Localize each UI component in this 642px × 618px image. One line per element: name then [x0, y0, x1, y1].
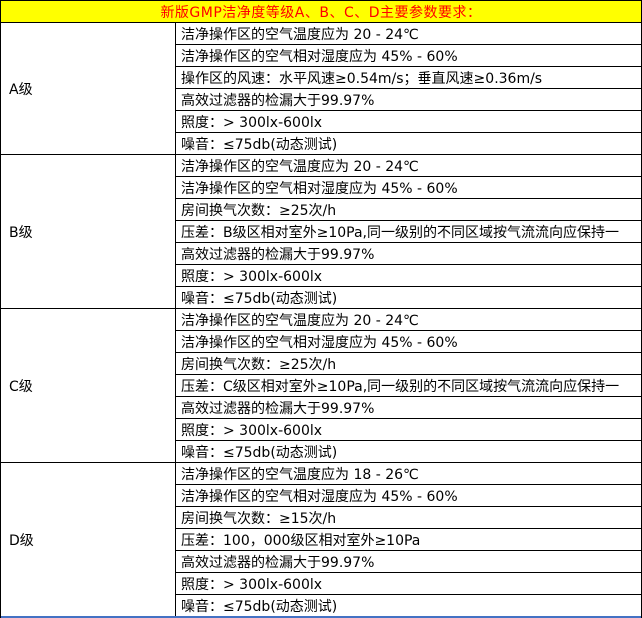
param-row: 高效过滤器的检漏大于99.97%	[176, 89, 641, 111]
param-row: 洁净操作区的空气相对湿度应为 45% - 60%	[176, 45, 641, 67]
grade-label: D级	[1, 463, 176, 617]
grade-section: B级 洁净操作区的空气温度应为 20 - 24℃ 洁净操作区的空气相对湿度应为 4…	[1, 155, 641, 309]
param-row: 高效过滤器的检漏大于99.97%	[176, 243, 641, 265]
grade-label: B级	[1, 155, 176, 309]
param-row: 洁净操作区的空气相对湿度应为 45% - 60%	[176, 485, 641, 507]
parameter-rows: 洁净操作区的空气温度应为 20 - 24℃ 洁净操作区的空气相对湿度应为 45% …	[176, 155, 641, 309]
param-row: 洁净操作区的空气温度应为 18 - 26℃	[176, 463, 641, 485]
param-row: 照度：> 300lx-600lx	[176, 265, 641, 287]
grade-label: A级	[1, 23, 176, 155]
grade-section: C级 洁净操作区的空气温度应为 20 - 24℃ 洁净操作区的空气相对湿度应为 4…	[1, 309, 641, 463]
param-row: 洁净操作区的空气温度应为 20 - 24℃	[176, 309, 641, 331]
param-row: 洁净操作区的空气温度应为 20 - 24℃	[176, 23, 641, 45]
grade-section: A级 洁净操作区的空气温度应为 20 - 24℃ 洁净操作区的空气相对湿度应为 4…	[1, 23, 641, 155]
param-row: 噪音：≤75db(动态测试)	[176, 133, 641, 155]
param-row: 照度：> 300lx-600lx	[176, 111, 641, 133]
table-title: 新版GMP洁净度等级A、B、C、D主要参数要求：	[1, 1, 641, 23]
param-row: 洁净操作区的空气温度应为 20 - 24℃	[176, 155, 641, 177]
param-row: 高效过滤器的检漏大于99.97%	[176, 397, 641, 419]
grade-section: D级 洁净操作区的空气温度应为 18 - 26℃ 洁净操作区的空气相对湿度应为 4…	[1, 463, 641, 617]
param-row: 操作区的风速：水平风速≥0.54m/s；垂直风速≥0.36m/s	[176, 67, 641, 89]
param-row: 高效过滤器的检漏大于99.97%	[176, 551, 641, 573]
param-row: 洁净操作区的空气相对湿度应为 45% - 60%	[176, 177, 641, 199]
param-row: 压差：100，000级区相对室外≥10Pa	[176, 529, 641, 551]
param-row: 房间换气次数：≥25次/h	[176, 353, 641, 375]
param-row: 洁净操作区的空气相对湿度应为 45% - 60%	[176, 331, 641, 353]
parameter-rows: 洁净操作区的空气温度应为 20 - 24℃ 洁净操作区的空气相对湿度应为 45% …	[176, 23, 641, 155]
param-row: 照度：> 300lx-600lx	[176, 573, 641, 595]
table-body: A级 洁净操作区的空气温度应为 20 - 24℃ 洁净操作区的空气相对湿度应为 4…	[1, 23, 641, 617]
param-row: 压差：C级区相对室外≥10Pa,同一级别的不同区域按气流流向应保持一	[176, 375, 641, 397]
param-row: 噪音：≤75db(动态测试)	[176, 287, 641, 309]
parameter-rows: 洁净操作区的空气温度应为 20 - 24℃ 洁净操作区的空气相对湿度应为 45% …	[176, 309, 641, 463]
param-row: 房间换气次数：≥25次/h	[176, 199, 641, 221]
grade-label: C级	[1, 309, 176, 463]
param-row: 房间换气次数：≥15次/h	[176, 507, 641, 529]
param-row: 噪音：≤75db(动态测试)	[176, 441, 641, 463]
bottom-edge-line	[1, 616, 641, 618]
parameter-rows: 洁净操作区的空气温度应为 18 - 26℃ 洁净操作区的空气相对湿度应为 45% …	[176, 463, 641, 617]
param-row: 照度：> 300lx-600lx	[176, 419, 641, 441]
param-row: 压差：B级区相对室外≥10Pa,同一级别的不同区域按气流流向应保持一	[176, 221, 641, 243]
param-row: 噪音：≤75db(动态测试)	[176, 595, 641, 617]
